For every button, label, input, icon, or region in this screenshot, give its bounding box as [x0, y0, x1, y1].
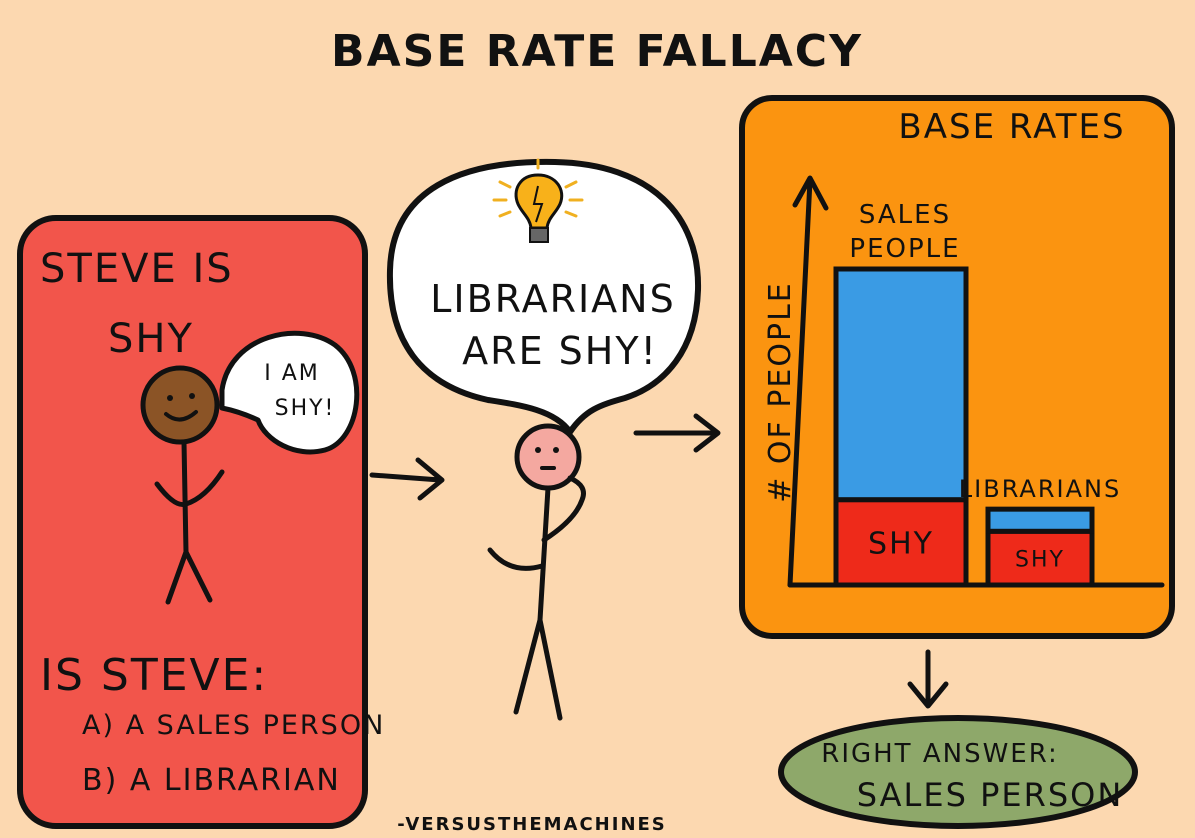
bar-sales-people-category-label: PEOPLE — [849, 234, 960, 264]
statement-line-2: SHY — [108, 316, 194, 362]
thought-line-2: ARE SHY! — [462, 329, 658, 373]
speech-line-2: SHY! — [275, 396, 336, 421]
bar-sales-people-category-label: SALES — [859, 200, 951, 230]
answer-ellipse: RIGHT ANSWER: SALES PERSON — [778, 715, 1138, 829]
question-label: IS STEVE: — [40, 650, 268, 701]
diagram-title: BASE RATE FALLACY — [331, 26, 863, 77]
steve-figure — [140, 365, 225, 605]
statement-line-1: STEVE IS — [40, 246, 234, 292]
bars-group: SHY SALES PEOPLE SHY LIBRARIANS — [833, 200, 1121, 588]
y-axis-label: # OF PEOPLE — [763, 281, 798, 503]
arrow-to-base-rates — [633, 413, 721, 453]
bar-sales-people-shy-segment — [833, 497, 969, 588]
bar-sales-people-other-segment — [833, 266, 969, 503]
speech-line-1: I AM — [264, 361, 320, 386]
steve-head — [140, 365, 220, 445]
lightbulb-icon — [492, 158, 584, 243]
bar-librarians-shy-label: SHY — [1015, 548, 1065, 573]
thinker-figure — [487, 423, 586, 721]
credit: -VERSUSTHEMACHINES — [397, 814, 667, 835]
answer-line-1: RIGHT ANSWER: — [821, 739, 1058, 769]
base-rates-title: BASE RATES — [898, 107, 1125, 147]
left-panel: STEVE IS SHY I AM SHY! IS STEVE: A) A SA… — [17, 215, 385, 829]
bar-librarians-shy-segment — [985, 528, 1095, 588]
thought-line-1: LIBRARIANS — [430, 277, 675, 321]
arrow-to-middle — [369, 457, 445, 501]
y-axis — [787, 175, 829, 588]
thought-bubble: LIBRARIANS ARE SHY! — [386, 158, 702, 435]
speech-bubble: I AM SHY! — [219, 330, 360, 455]
option-b: B) A LIBRARIAN — [82, 763, 341, 798]
arrow-to-answer — [907, 649, 949, 709]
option-a: A) A SALES PERSON — [82, 710, 385, 741]
bar-sales-people-shy-label: SHY — [868, 527, 934, 562]
bar-librarians-category-label: LIBRARIANS — [959, 475, 1121, 503]
base-rates-panel: BASE RATES # OF PEOPLE SHYSALESPEOPLESHY… — [739, 95, 1175, 639]
bar-librarians-other-segment — [985, 506, 1095, 534]
answer-line-2: SALES PERSON — [857, 776, 1124, 814]
